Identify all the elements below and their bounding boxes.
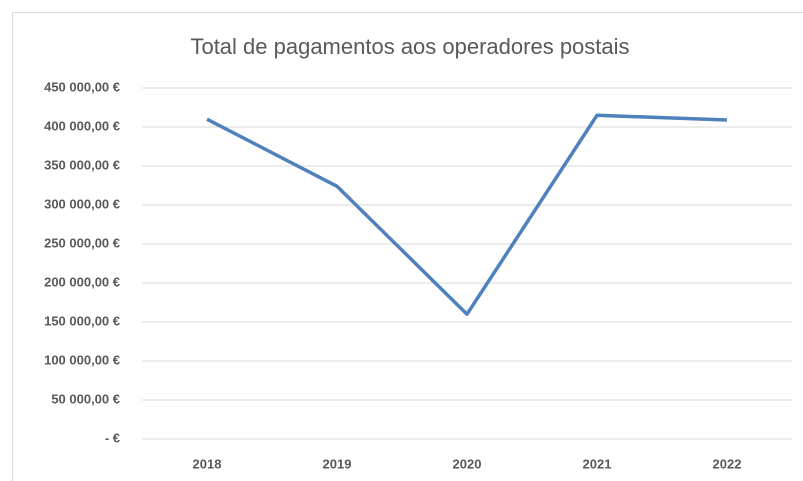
x-tick-label: 2020 [453,456,482,471]
y-tick-label: 450 000,00 € [44,79,120,94]
y-tick-label: 200 000,00 € [44,274,120,289]
x-tick-label: 2019 [323,456,352,471]
x-tick-label: 2018 [193,456,222,471]
y-tick-label: 50 000,00 € [51,391,120,406]
y-tick-label: 350 000,00 € [44,157,120,172]
x-tick-label: 2021 [583,456,612,471]
x-tick-label: 2022 [713,456,742,471]
chart-title: Total de pagamentos aos operadores posta… [190,34,629,59]
chart-frame [12,12,803,481]
y-tick-label: 150 000,00 € [44,313,120,328]
y-tick-label: - € [105,430,120,445]
y-tick-label: 300 000,00 € [44,196,120,211]
y-tick-label: 100 000,00 € [44,352,120,367]
y-tick-label: 250 000,00 € [44,235,120,250]
y-tick-label: 400 000,00 € [44,118,120,133]
line-series [206,113,728,316]
